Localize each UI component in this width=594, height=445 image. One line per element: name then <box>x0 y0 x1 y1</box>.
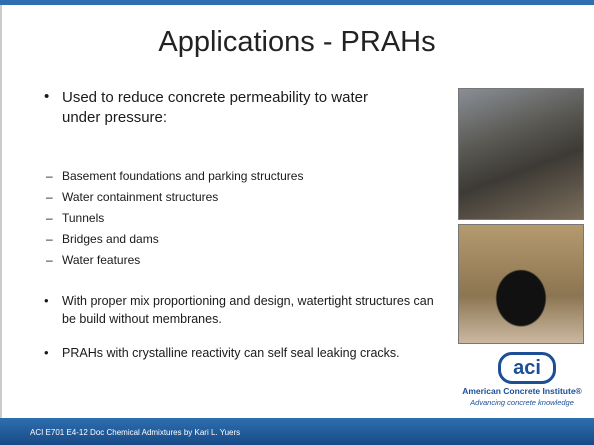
bullet-dot: • <box>44 88 50 105</box>
sub-bullet: Tunnels <box>62 211 105 225</box>
photo-construction <box>458 88 584 220</box>
title: Applications - PRAHs <box>158 26 436 58</box>
sub-dash: – <box>46 232 53 246</box>
bullet: Used to reduce concrete permeability to … <box>62 89 368 126</box>
sub-dash: – <box>46 253 53 267</box>
logo-mark: aci <box>498 352 556 384</box>
footer-band <box>0 418 594 445</box>
sub-dash: – <box>46 211 53 225</box>
photo-tunnel <box>458 224 584 344</box>
sub-bullet: Water features <box>62 253 141 267</box>
logo-name: American Concrete Institute® <box>462 386 582 396</box>
logo-tagline: Advancing concrete knowledge <box>470 398 574 407</box>
bullet: PRAHs with crystalline reactivity can se… <box>62 346 400 360</box>
sub-dash: – <box>46 169 53 183</box>
bullet-dot: • <box>44 345 49 360</box>
bullet: With proper mix proportioning and design… <box>62 294 434 326</box>
footer-text: ACI E701 E4-12 Doc Chemical Admixtures b… <box>30 428 241 437</box>
sub-bullet: Water containment structures <box>62 190 219 204</box>
sub-bullet: Basement foundations and parking structu… <box>62 169 304 183</box>
bullet-dot: • <box>44 293 49 308</box>
sub-bullet: Bridges and dams <box>62 232 159 246</box>
top-band <box>0 0 594 5</box>
left-edge <box>0 5 2 418</box>
sub-dash: – <box>46 190 53 204</box>
